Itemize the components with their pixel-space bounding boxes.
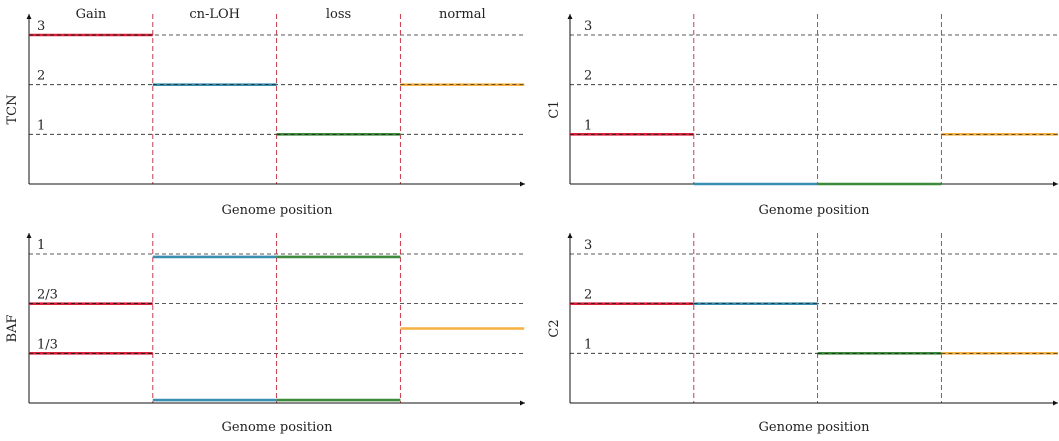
y-tick-label: 3	[584, 19, 592, 34]
y-tick-label: 2/3	[37, 288, 58, 303]
y-axis-label: C1	[547, 100, 562, 118]
y-tick-label: 2	[37, 69, 45, 84]
segment-label-cn-loh: cn-LOH	[189, 7, 240, 22]
x-axis-arrow-icon	[1053, 181, 1058, 187]
y-axis-label: C2	[547, 319, 562, 337]
x-axis-label: Genome position	[222, 203, 334, 218]
panel-c1: 3 2 1 C1 Genome position	[547, 14, 1058, 218]
y-tick-label: 2	[584, 288, 592, 303]
x-axis-label: Genome position	[222, 420, 334, 435]
x-axis-arrow-icon	[520, 400, 525, 406]
segment-label-gain: Gain	[76, 7, 107, 22]
y-tick-label: 1	[37, 118, 45, 133]
y-axis-label: TCN	[5, 95, 20, 125]
y-axis-arrow-icon	[567, 14, 573, 19]
y-axis-label: BAF	[5, 315, 20, 343]
panel-c2: 3 2 1 C2 Genome position	[547, 233, 1058, 435]
segment-label-loss: loss	[326, 7, 351, 22]
y-axis-arrow-icon	[567, 233, 573, 238]
panel-baf: 1 2/3 1/3 BAF Genome position	[5, 233, 525, 435]
x-axis-label: Genome position	[759, 203, 871, 218]
panel-tcn: 3 2 1 TCN Genome position	[5, 14, 525, 218]
y-tick-label: 3	[584, 238, 592, 253]
x-axis-label: Genome position	[759, 420, 871, 435]
segment-label-normal: normal	[439, 7, 486, 22]
y-tick-label: 1	[584, 337, 592, 352]
y-tick-label: 2	[584, 69, 592, 84]
y-tick-label: 3	[37, 19, 45, 34]
segment-labels: Gain cn-LOH loss normal	[76, 7, 486, 22]
y-axis-arrow-icon	[26, 233, 32, 238]
y-axis-arrow-icon	[26, 14, 32, 19]
x-axis-arrow-icon	[1053, 400, 1058, 406]
y-tick-label: 1	[584, 118, 592, 133]
y-tick-label: 1	[37, 238, 45, 253]
y-tick-label: 1/3	[37, 337, 58, 352]
x-axis-arrow-icon	[520, 181, 525, 187]
